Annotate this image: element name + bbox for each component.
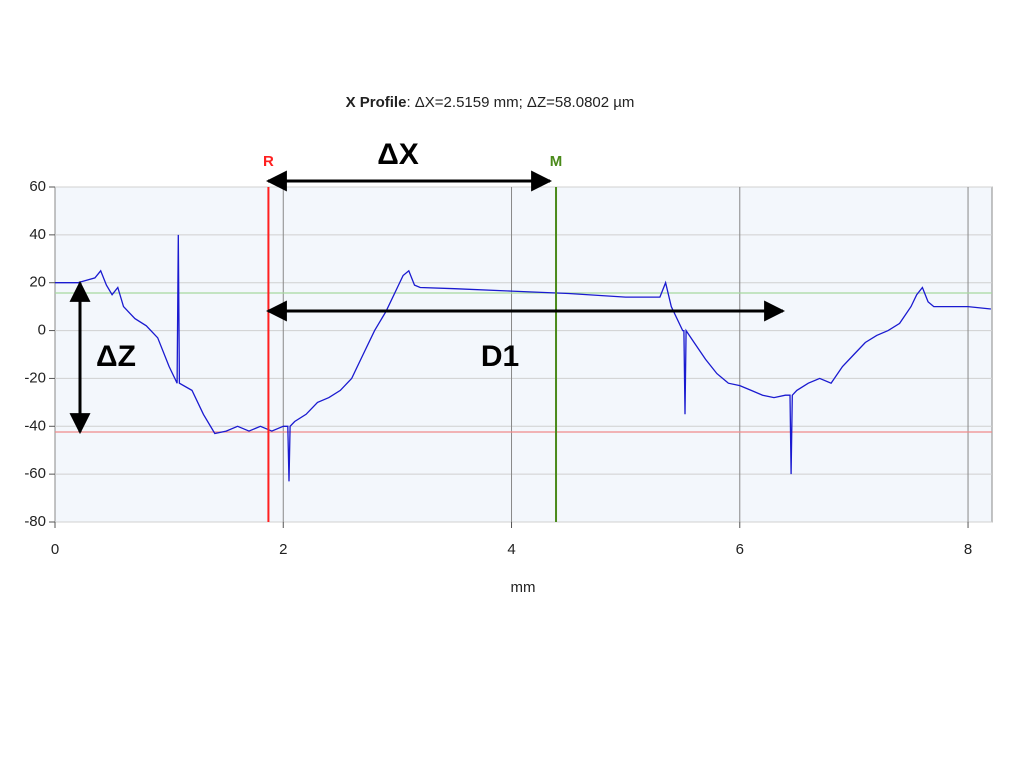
x-tick-label: 6 — [736, 541, 744, 558]
plot-layer: -80 -60 -40 -20 0 20 40 60 0 2 4 6 8 R M — [24, 153, 992, 558]
title-bold: X Profile — [346, 94, 407, 111]
profile-line — [55, 234, 991, 482]
plot-area — [54, 186, 993, 523]
annotation: ΔX — [377, 138, 419, 171]
y-tick-label: 60 — [29, 178, 46, 195]
x-tick-label: 4 — [507, 541, 515, 558]
annotation-arrows — [69, 170, 786, 435]
cursor-label: R — [263, 153, 274, 170]
x-tick-label: 8 — [964, 541, 972, 558]
y-tick-label: -20 — [24, 369, 46, 386]
y-tick-label: 0 — [38, 322, 46, 339]
y-tick-label: -80 — [24, 513, 46, 530]
cursor-label: M — [550, 153, 563, 170]
x-tick-label: 2 — [279, 541, 287, 558]
y-tick-label: -40 — [24, 417, 46, 434]
y-tick-label: 40 — [29, 226, 46, 243]
y-tick-label: -60 — [24, 465, 46, 482]
y-tick-label: 20 — [29, 274, 46, 291]
x-tick-label: 0 — [51, 541, 59, 558]
chart-title: X Profile: ΔX=2.5159 mm; ΔZ=58.0802 µm — [346, 94, 635, 111]
x-axis-label: mm — [511, 579, 536, 596]
annotation: ΔZ — [96, 340, 136, 373]
title-rest: : ΔX=2.5159 mm; ΔZ=58.0802 µm — [406, 94, 634, 111]
annotation: D1 — [481, 340, 519, 373]
